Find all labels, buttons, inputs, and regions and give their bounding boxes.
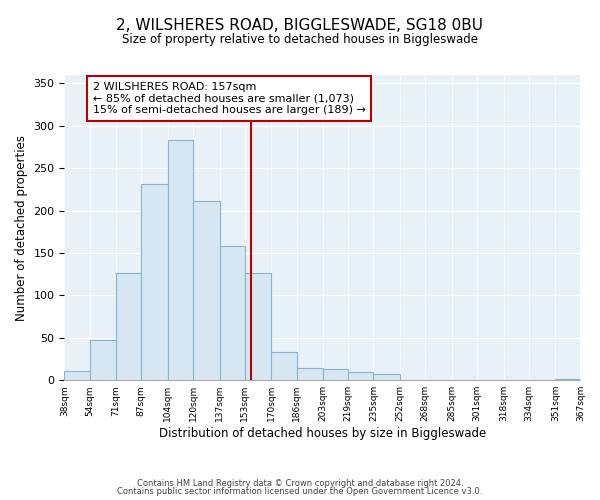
Bar xyxy=(89,340,116,380)
Bar xyxy=(245,274,271,380)
Bar xyxy=(296,368,323,380)
Bar xyxy=(556,378,580,380)
Text: Contains HM Land Registry data © Crown copyright and database right 2024.: Contains HM Land Registry data © Crown c… xyxy=(137,478,463,488)
Bar xyxy=(141,184,168,380)
Text: Contains public sector information licensed under the Open Government Licence v3: Contains public sector information licen… xyxy=(118,487,482,496)
Bar xyxy=(220,246,245,380)
Bar xyxy=(349,372,373,380)
Y-axis label: Number of detached properties: Number of detached properties xyxy=(15,134,28,320)
Text: 2 WILSHERES ROAD: 157sqm
← 85% of detached houses are smaller (1,073)
15% of sem: 2 WILSHERES ROAD: 157sqm ← 85% of detach… xyxy=(92,82,365,115)
Bar xyxy=(193,202,220,380)
Bar xyxy=(64,371,89,380)
Bar xyxy=(116,272,141,380)
Text: Size of property relative to detached houses in Biggleswade: Size of property relative to detached ho… xyxy=(122,32,478,46)
Bar xyxy=(323,369,349,380)
X-axis label: Distribution of detached houses by size in Biggleswade: Distribution of detached houses by size … xyxy=(159,427,486,440)
Text: 2, WILSHERES ROAD, BIGGLESWADE, SG18 0BU: 2, WILSHERES ROAD, BIGGLESWADE, SG18 0BU xyxy=(116,18,484,32)
Bar xyxy=(168,140,193,380)
Bar xyxy=(373,374,400,380)
Bar xyxy=(271,352,296,380)
